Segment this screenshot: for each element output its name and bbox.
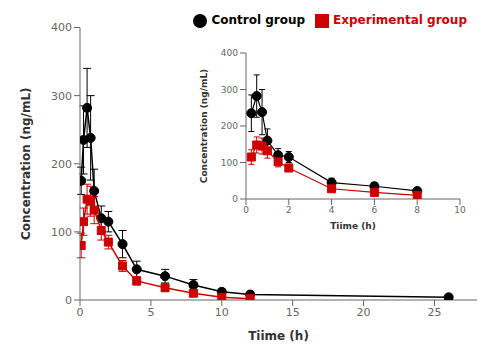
svg-text:200: 200: [221, 121, 238, 131]
svg-text:200: 200: [51, 158, 72, 171]
svg-text:10: 10: [454, 205, 466, 215]
html-text:Control group: Control group: [211, 13, 306, 27]
svg-text:Concentration (ng/mL): Concentration (ng/mL): [199, 69, 209, 183]
svg-text:0: 0: [243, 205, 249, 215]
svg-text:Tiime (h): Tiime (h): [248, 329, 309, 343]
svg-text:5: 5: [147, 306, 154, 319]
html-text:Experimental group: Experimental group: [333, 13, 467, 27]
svg-text:100: 100: [221, 158, 238, 168]
svg-text:10: 10: [215, 306, 229, 319]
svg-text:25: 25: [427, 306, 441, 319]
svg-text:0: 0: [232, 194, 238, 204]
svg-text:Tiime (h): Tiime (h): [330, 221, 376, 231]
svg-text:0: 0: [77, 306, 84, 319]
svg-text:15: 15: [286, 306, 300, 319]
svg-text:400: 400: [51, 21, 72, 34]
svg-text:4: 4: [329, 205, 335, 215]
svg-text:300: 300: [51, 90, 72, 103]
svg-text:Concentration (ng/mL): Concentration (ng/mL): [19, 87, 33, 240]
svg-text:6: 6: [372, 205, 378, 215]
svg-text:300: 300: [221, 85, 238, 95]
svg-text:20: 20: [357, 306, 371, 319]
svg-text:400: 400: [221, 48, 238, 58]
svg-text:2: 2: [286, 205, 292, 215]
svg-text:100: 100: [51, 226, 72, 239]
svg-text:0: 0: [65, 294, 72, 307]
svg-text:8: 8: [414, 205, 420, 215]
